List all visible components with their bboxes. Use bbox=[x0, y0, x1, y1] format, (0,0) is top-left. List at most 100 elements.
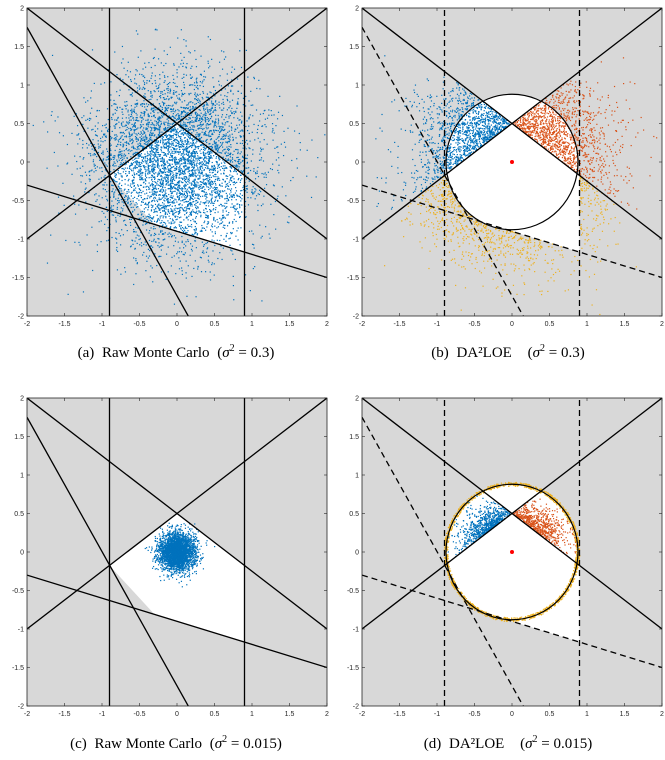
sample-point bbox=[185, 277, 187, 279]
sample-point bbox=[181, 101, 183, 103]
sample-point bbox=[191, 197, 193, 200]
sample-point bbox=[89, 180, 91, 182]
sample-point bbox=[179, 209, 181, 212]
sample-point bbox=[232, 139, 234, 142]
sample-point bbox=[129, 135, 131, 138]
sample-point bbox=[147, 195, 149, 197]
sample-point bbox=[180, 129, 182, 131]
sample-point bbox=[233, 299, 235, 301]
sample-point bbox=[183, 110, 185, 112]
sample-point bbox=[226, 121, 228, 123]
sample-point bbox=[209, 171, 211, 174]
sample-point bbox=[171, 170, 173, 172]
sample-point bbox=[140, 124, 142, 126]
sample-point bbox=[128, 117, 130, 119]
sample-point bbox=[85, 187, 87, 189]
sample-point bbox=[193, 190, 195, 192]
sample-point bbox=[142, 139, 145, 141]
sample-point bbox=[214, 89, 217, 92]
sample-point bbox=[150, 135, 152, 137]
sample-point bbox=[161, 171, 163, 173]
sample-point bbox=[85, 208, 87, 210]
sample-point bbox=[158, 199, 160, 201]
sample-point bbox=[154, 185, 156, 188]
sample-point bbox=[181, 226, 184, 229]
sample-point bbox=[176, 188, 178, 190]
sample-point bbox=[155, 141, 157, 143]
sample-point bbox=[194, 197, 196, 199]
sample-point bbox=[93, 82, 95, 85]
sample-point bbox=[145, 155, 147, 158]
sample-point bbox=[168, 171, 171, 173]
sample-point bbox=[188, 151, 190, 153]
sample-point bbox=[213, 126, 215, 128]
sample-point bbox=[192, 166, 194, 168]
sample-point bbox=[260, 147, 262, 149]
sample-point bbox=[230, 189, 232, 191]
sample-point bbox=[145, 137, 147, 139]
sample-point bbox=[232, 175, 234, 178]
sample-point bbox=[143, 100, 145, 102]
sample-point bbox=[184, 140, 186, 142]
sample-point bbox=[123, 133, 125, 135]
sample-point bbox=[176, 76, 178, 78]
sample-point bbox=[172, 190, 174, 193]
sample-point bbox=[156, 211, 158, 213]
sample-point bbox=[127, 61, 129, 63]
sample-point bbox=[195, 80, 198, 82]
sample-point bbox=[224, 217, 227, 219]
sample-point bbox=[163, 207, 165, 209]
sample-point bbox=[193, 126, 196, 128]
sample-point bbox=[125, 160, 127, 162]
sample-point bbox=[133, 196, 136, 198]
sample-point bbox=[190, 67, 192, 69]
sample-point bbox=[173, 158, 176, 160]
sample-point bbox=[261, 125, 264, 127]
sample-point bbox=[171, 192, 173, 195]
sample-point bbox=[140, 168, 142, 170]
sample-point bbox=[273, 114, 275, 116]
sample-point bbox=[210, 154, 212, 157]
sample-point bbox=[152, 165, 154, 167]
sample-point bbox=[136, 173, 138, 175]
sample-point bbox=[115, 137, 117, 139]
sample-point bbox=[245, 95, 247, 97]
sample-point bbox=[171, 144, 173, 146]
sample-point bbox=[76, 134, 78, 136]
sample-point bbox=[191, 171, 194, 173]
sample-point bbox=[128, 122, 131, 124]
sample-point bbox=[241, 129, 243, 131]
sample-point bbox=[185, 66, 187, 68]
sample-point bbox=[95, 115, 98, 118]
sample-point bbox=[120, 214, 122, 216]
sample-point bbox=[165, 217, 167, 219]
sample-point bbox=[197, 101, 199, 103]
sample-point bbox=[237, 211, 240, 213]
sample-point bbox=[181, 204, 183, 206]
sample-point bbox=[128, 136, 130, 138]
sample-point bbox=[167, 83, 170, 85]
sample-point bbox=[165, 135, 167, 137]
sample-point bbox=[165, 278, 167, 280]
sample-point bbox=[211, 161, 213, 164]
sample-point bbox=[177, 182, 179, 184]
sample-point bbox=[237, 151, 239, 153]
sample-point bbox=[150, 145, 152, 147]
sample-point bbox=[201, 230, 203, 232]
sample-point bbox=[193, 82, 196, 84]
sample-point bbox=[237, 152, 239, 155]
sample-point bbox=[180, 168, 182, 170]
sample-point bbox=[155, 160, 157, 162]
sample-point bbox=[156, 166, 159, 168]
sample-point bbox=[189, 203, 191, 205]
sample-point bbox=[130, 162, 133, 164]
sample-point bbox=[214, 108, 216, 111]
sample-point bbox=[230, 90, 232, 93]
sample-point bbox=[288, 222, 290, 224]
sample-point bbox=[184, 229, 186, 232]
sample-point bbox=[179, 146, 181, 148]
sample-point bbox=[101, 170, 103, 173]
sample-point bbox=[202, 245, 205, 247]
sample-point bbox=[147, 163, 149, 165]
sample-point bbox=[170, 187, 172, 189]
